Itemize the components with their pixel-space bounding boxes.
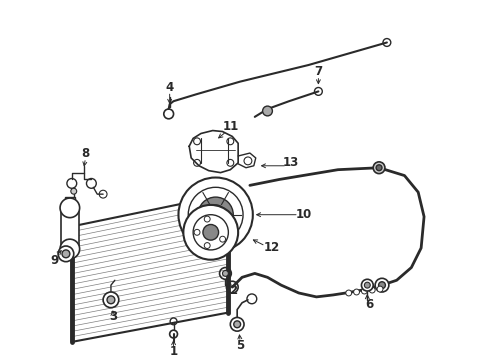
Text: 10: 10 (295, 208, 312, 221)
Circle shape (198, 197, 233, 232)
Text: 7: 7 (314, 66, 322, 78)
Circle shape (369, 287, 375, 293)
Text: 2: 2 (229, 284, 237, 297)
Circle shape (379, 282, 386, 289)
Circle shape (178, 177, 253, 252)
Circle shape (107, 296, 115, 304)
Circle shape (234, 321, 241, 328)
Circle shape (62, 250, 70, 258)
Text: 6: 6 (365, 298, 373, 311)
Circle shape (365, 282, 370, 288)
Circle shape (376, 165, 382, 171)
Circle shape (377, 286, 383, 292)
Circle shape (222, 270, 228, 276)
Text: 12: 12 (263, 242, 279, 255)
Circle shape (362, 288, 368, 294)
Text: 11: 11 (222, 120, 239, 133)
Circle shape (375, 278, 389, 292)
Circle shape (354, 289, 360, 295)
Circle shape (230, 318, 244, 331)
Circle shape (58, 246, 74, 262)
Text: 13: 13 (283, 156, 299, 169)
Bar (65, 197, 75, 203)
Circle shape (103, 292, 119, 308)
Circle shape (263, 106, 272, 116)
Text: 5: 5 (236, 339, 244, 352)
Text: 3: 3 (109, 310, 117, 323)
Circle shape (362, 279, 373, 291)
Circle shape (60, 239, 80, 259)
Circle shape (373, 162, 385, 174)
Bar (61, 208, 79, 249)
Circle shape (71, 188, 77, 194)
Circle shape (346, 290, 352, 296)
Circle shape (206, 205, 225, 225)
Text: 9: 9 (50, 254, 58, 267)
Circle shape (60, 198, 80, 218)
Circle shape (203, 225, 219, 240)
Text: 8: 8 (81, 147, 90, 159)
Circle shape (183, 205, 238, 260)
Text: 1: 1 (170, 345, 178, 358)
Text: 4: 4 (166, 81, 174, 94)
